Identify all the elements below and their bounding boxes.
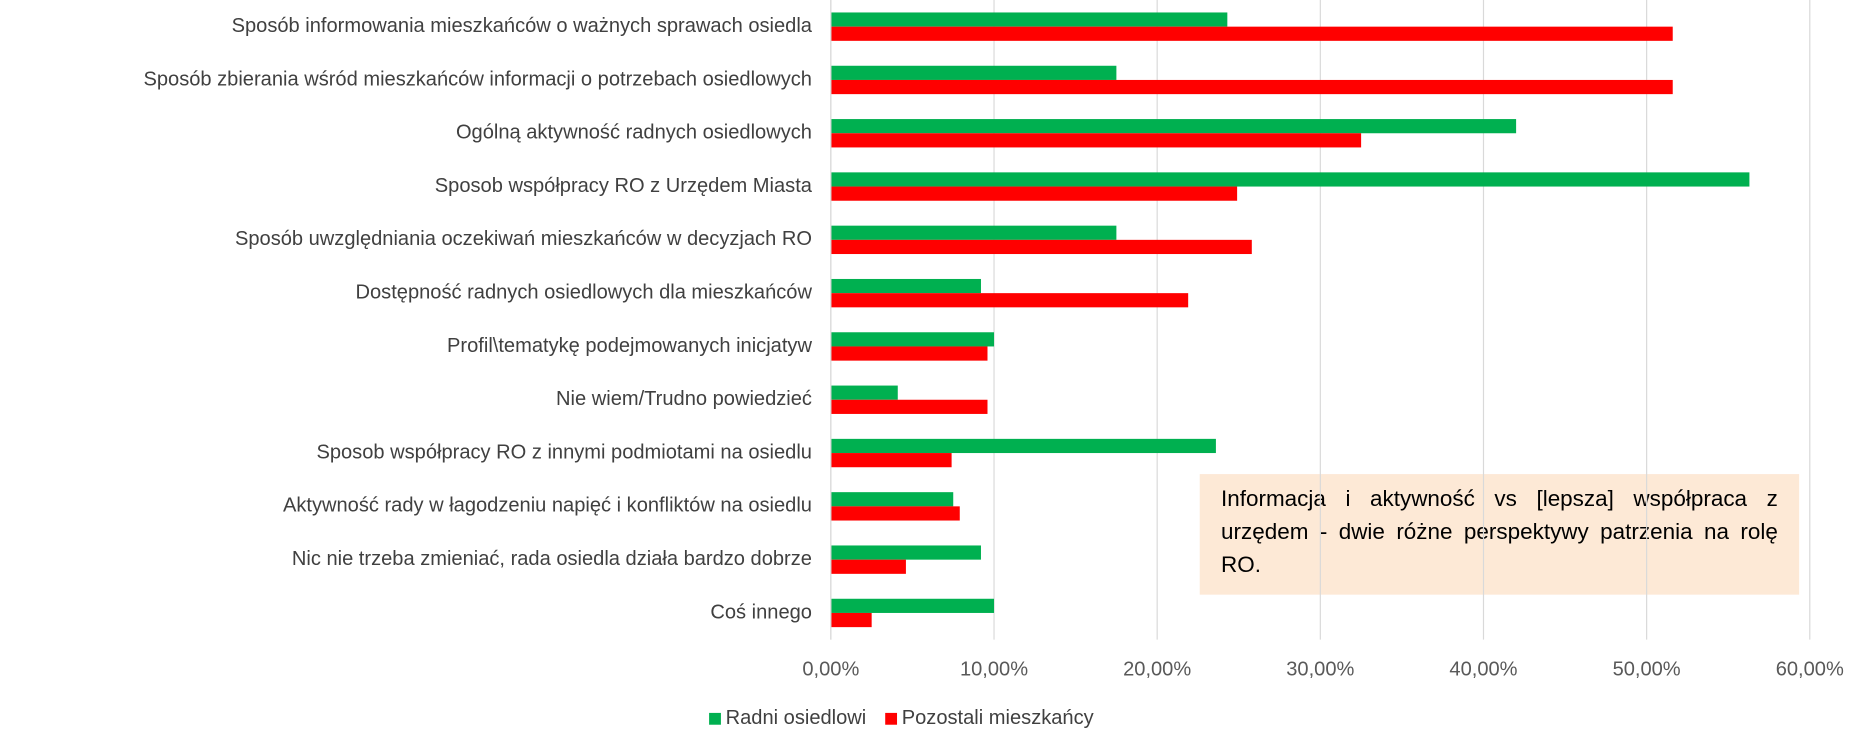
x-tick-label: 20,00%	[1123, 659, 1191, 681]
bar	[830, 293, 1189, 308]
y-tick-label: Nie wiem/Trudno powiedzieć	[556, 388, 812, 410]
bar	[830, 119, 1517, 134]
y-tick-label: Nic nie trzeba zmieniać, rada osiedla dz…	[292, 548, 812, 570]
x-tick-label: 10,00%	[960, 659, 1028, 681]
y-tick-label: Sposób informowania mieszkańców o ważnyc…	[232, 15, 813, 37]
y-tick-label: Aktywność rady w łagodzeniu napięć i kon…	[283, 495, 812, 517]
legend-label: Pozostali mieszkańcy	[902, 707, 1094, 729]
legend-swatch	[709, 712, 721, 725]
legend-label: Radni osiedlowi	[726, 707, 867, 729]
y-tick-label: Sposób uwzględniania oczekiwań mieszkańc…	[235, 228, 812, 250]
bar	[830, 545, 981, 560]
bar	[830, 133, 1362, 148]
x-tick-label: 30,00%	[1286, 659, 1354, 681]
x-tick-label: 60,00%	[1776, 659, 1844, 681]
bar	[830, 239, 1252, 255]
bar	[830, 612, 872, 628]
bar	[830, 332, 995, 347]
y-tick-label: Dostępność radnych osiedlowych dla miesz…	[356, 281, 813, 303]
bar	[830, 278, 981, 294]
y-tick-label: Sposob współpracy RO z innymi podmiotami…	[316, 441, 812, 463]
y-tick-label: Profil\tematykę podejmowanych inicjatyw	[447, 335, 812, 357]
y-tick-label: Coś innego	[710, 601, 812, 623]
y-tick-label: Sposob współpracy RO z Urzędem Miasta	[435, 175, 813, 197]
bar	[830, 559, 906, 574]
x-tick-label: 0,00%	[802, 659, 859, 681]
bar	[830, 26, 1673, 41]
y-tick-label: Sposób zbierania wśród mieszkańców infor…	[143, 68, 811, 90]
bar	[830, 438, 1216, 454]
bar	[830, 598, 995, 613]
bar	[830, 399, 988, 414]
bar	[830, 506, 960, 521]
bar	[830, 172, 1750, 187]
x-tick-label: 50,00%	[1613, 659, 1681, 681]
bar	[830, 186, 1238, 201]
y-tick-label: Ogólną aktywność radnych osiedlowych	[456, 122, 812, 144]
bar	[830, 79, 1673, 95]
annotation-box	[1199, 474, 1800, 595]
bar	[830, 65, 1117, 80]
bar	[830, 453, 952, 468]
legend-swatch	[885, 712, 898, 725]
x-tick-label: 40,00%	[1449, 659, 1517, 681]
bar	[830, 12, 1228, 27]
bar	[830, 225, 1117, 240]
bar	[830, 346, 988, 361]
bar	[830, 492, 954, 507]
annotation-container: Informacja i aktywność vs [lepsza] współ…	[1221, 487, 1778, 579]
annotation: Informacja i aktywność vs [lepsza] współ…	[1221, 487, 1778, 579]
bar	[830, 385, 898, 400]
